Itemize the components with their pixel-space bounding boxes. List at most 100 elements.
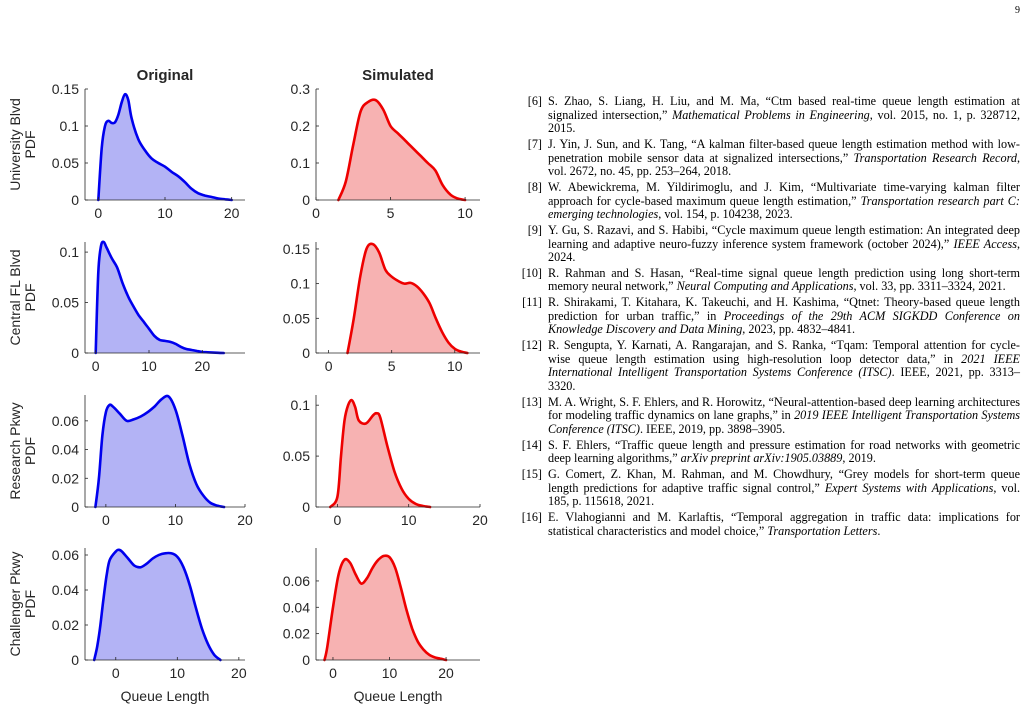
x-tick-label: 10 (457, 205, 473, 221)
reference-item: [15] G. Comert, Z. Khan, M. Rahman, and M… (510, 467, 1021, 509)
reference-venue: Transportation Research Record (853, 150, 1017, 165)
reference-text: , 2023, pp. 4832–4841. (742, 322, 856, 337)
y-tick-label: 0.1 (60, 244, 80, 260)
reference-text: R. Sengupta, Y. Karnati, A. Rangarajan, … (548, 338, 1020, 366)
y-tick-label: 0 (302, 192, 310, 208)
reference-number: [8] (527, 179, 542, 194)
reference-number: [6] (527, 94, 542, 108)
x-tick-label: 10 (141, 358, 157, 374)
y-tick-label: 0.05 (52, 295, 79, 311)
reference-item: [7] J. Yin, J. Sun, and K. Tang, “A kalma… (510, 136, 1020, 179)
pdf-area-fill (95, 241, 224, 353)
y-tick-label: 0.1 (291, 155, 311, 171)
column-title: Original (137, 67, 194, 84)
y-tick-label: 0.02 (283, 626, 310, 642)
pdf-curve-line (94, 394, 226, 509)
row-label: University Blvd PDF (7, 98, 38, 191)
column-title: Simulated (362, 67, 434, 84)
pdf-curve-line (94, 240, 225, 355)
reference-text: E. Vlahogianni and M. Karlaftis, “Tempor… (548, 510, 1020, 538)
y-tick-label: 0.06 (52, 413, 79, 429)
reference-text: , vol. 185, p. 115618, 2021. (548, 480, 1021, 509)
y-tick-label: 0 (71, 192, 79, 208)
reference-item: [14] S. F. Ehlers, “Traffic queue length … (510, 437, 1020, 466)
reference-venue: IEEE Access (953, 236, 1017, 251)
x-tick-label: 20 (231, 665, 247, 681)
pdf-curve-line (97, 92, 233, 202)
reference-text: Y. Gu, S. Razavi, and S. Habibi, “Cycle … (548, 222, 1020, 251)
reference-number: [15] (521, 467, 542, 482)
row-label: Research Pkwy PDF (7, 402, 38, 499)
x-tick-label: 10 (382, 665, 398, 681)
x-axis-label: Queue Length (121, 688, 210, 704)
x-tick-label: 0 (112, 665, 120, 681)
reference-text: . IEEE, 2019, pp. 3898–3905. (639, 421, 786, 436)
pdf-area-fill (324, 555, 447, 660)
x-tick-label: 20 (195, 358, 211, 374)
row-label-unit: PDF (22, 284, 38, 312)
y-tick-label: 0.02 (52, 617, 79, 633)
x-tick-label: 20 (472, 512, 488, 528)
pdf-curve-line (346, 242, 469, 355)
reference-text: G. Comert, Z. Khan, M. Rahman, and M. Ch… (548, 467, 1020, 495)
y-tick-label: 0.04 (283, 599, 310, 615)
reference-text: , 2024. (548, 236, 1020, 265)
pdf-curve-line (92, 548, 222, 662)
x-tick-label: 10 (168, 512, 184, 528)
y-tick-label: 0.04 (52, 582, 79, 598)
x-tick-label: 5 (387, 205, 395, 221)
x-tick-label: 0 (102, 512, 110, 528)
x-tick-label: 0 (94, 205, 102, 221)
reference-number: [13] (521, 394, 542, 409)
y-tick-label: 0.1 (291, 397, 311, 413)
x-tick-label: 0 (312, 205, 320, 221)
reference-venue: 2021 IEEE International Intelligent Tran… (548, 351, 1020, 380)
y-tick-label: 0 (302, 345, 310, 361)
x-tick-label: 0 (92, 358, 100, 374)
reference-number: [11] (522, 295, 542, 310)
y-tick-label: 0 (71, 652, 79, 668)
reference-text: S. Zhao, S. Liang, H. Liu, and M. Ma, “C… (548, 94, 1020, 122)
reference-text: , vol. 33, pp. 3311–3324, 2021. (853, 279, 1006, 294)
reference-text: , vol. 2015, no. 1, p. 328712, 2015. (548, 107, 1020, 136)
reference-venue: Neural Computing and Applications (676, 279, 854, 294)
reference-venue: 2019 IEEE Intelligent Transportation Sys… (548, 408, 1020, 436)
reference-number: [14] (521, 437, 542, 452)
x-tick-label: 20 (438, 665, 454, 681)
x-tick-label: 10 (170, 665, 186, 681)
reference-text: , 2019. (842, 451, 876, 466)
x-tick-label: 0 (325, 358, 333, 374)
reference-number: [12] (521, 338, 542, 353)
reference-venue: arXiv preprint arXiv:1905.03889 (680, 451, 843, 466)
reference-item: [11] R. Shirakami, T. Kitahara, K. Takeuc… (510, 296, 1020, 337)
pdf-curve-line (329, 398, 432, 509)
x-axis-label: Queue Length (354, 688, 443, 704)
pdf-area-fill (338, 99, 466, 200)
row-label-name: Central FL Blvd (7, 250, 23, 346)
queue-length-pdf-figure: Original Simulated University Blvd PDF Centr… (7, 67, 488, 704)
reference-item: [12] R. Sengupta, Y. Karnati, A. Rangaraj… (510, 339, 1020, 393)
x-tick-label: 10 (157, 205, 173, 221)
x-tick-label: 0 (329, 665, 337, 681)
row-label-name: Challenger Pkwy (7, 551, 23, 656)
reference-list: [6] S. Zhao, S. Liang, H. Liu, and M. Ma,… (510, 94, 1021, 540)
y-tick-label: 0 (71, 499, 79, 515)
y-tick-label: 0.15 (52, 81, 79, 97)
pdf-area-fill (95, 395, 225, 507)
y-tick-label: 0.04 (52, 442, 79, 458)
y-tick-label: 0.05 (283, 310, 310, 326)
reference-text: , vol. 2672, no. 45, pp. 253–264, 2018. (548, 150, 1020, 179)
y-tick-label: 0 (302, 499, 310, 515)
y-tick-label: 0 (302, 652, 310, 668)
row-label: Central FL Blvd PDF (7, 250, 38, 346)
pdf-area-fill (94, 549, 221, 660)
y-tick-label: 0.1 (291, 276, 311, 292)
y-tick-label: 0.2 (291, 118, 311, 134)
y-tick-label: 0.05 (283, 448, 310, 464)
x-tick-label: 20 (224, 205, 240, 221)
reference-venue: Transportation Letters (767, 523, 878, 538)
reference-number: [7] (527, 136, 542, 151)
reference-text: . (877, 523, 881, 538)
reference-venue: Proceedings of the 29th ACM SIGKDD Confe… (548, 308, 1020, 337)
reference-text: W. Abewickrema, M. Yildirimoglu, and J. … (548, 179, 1020, 208)
